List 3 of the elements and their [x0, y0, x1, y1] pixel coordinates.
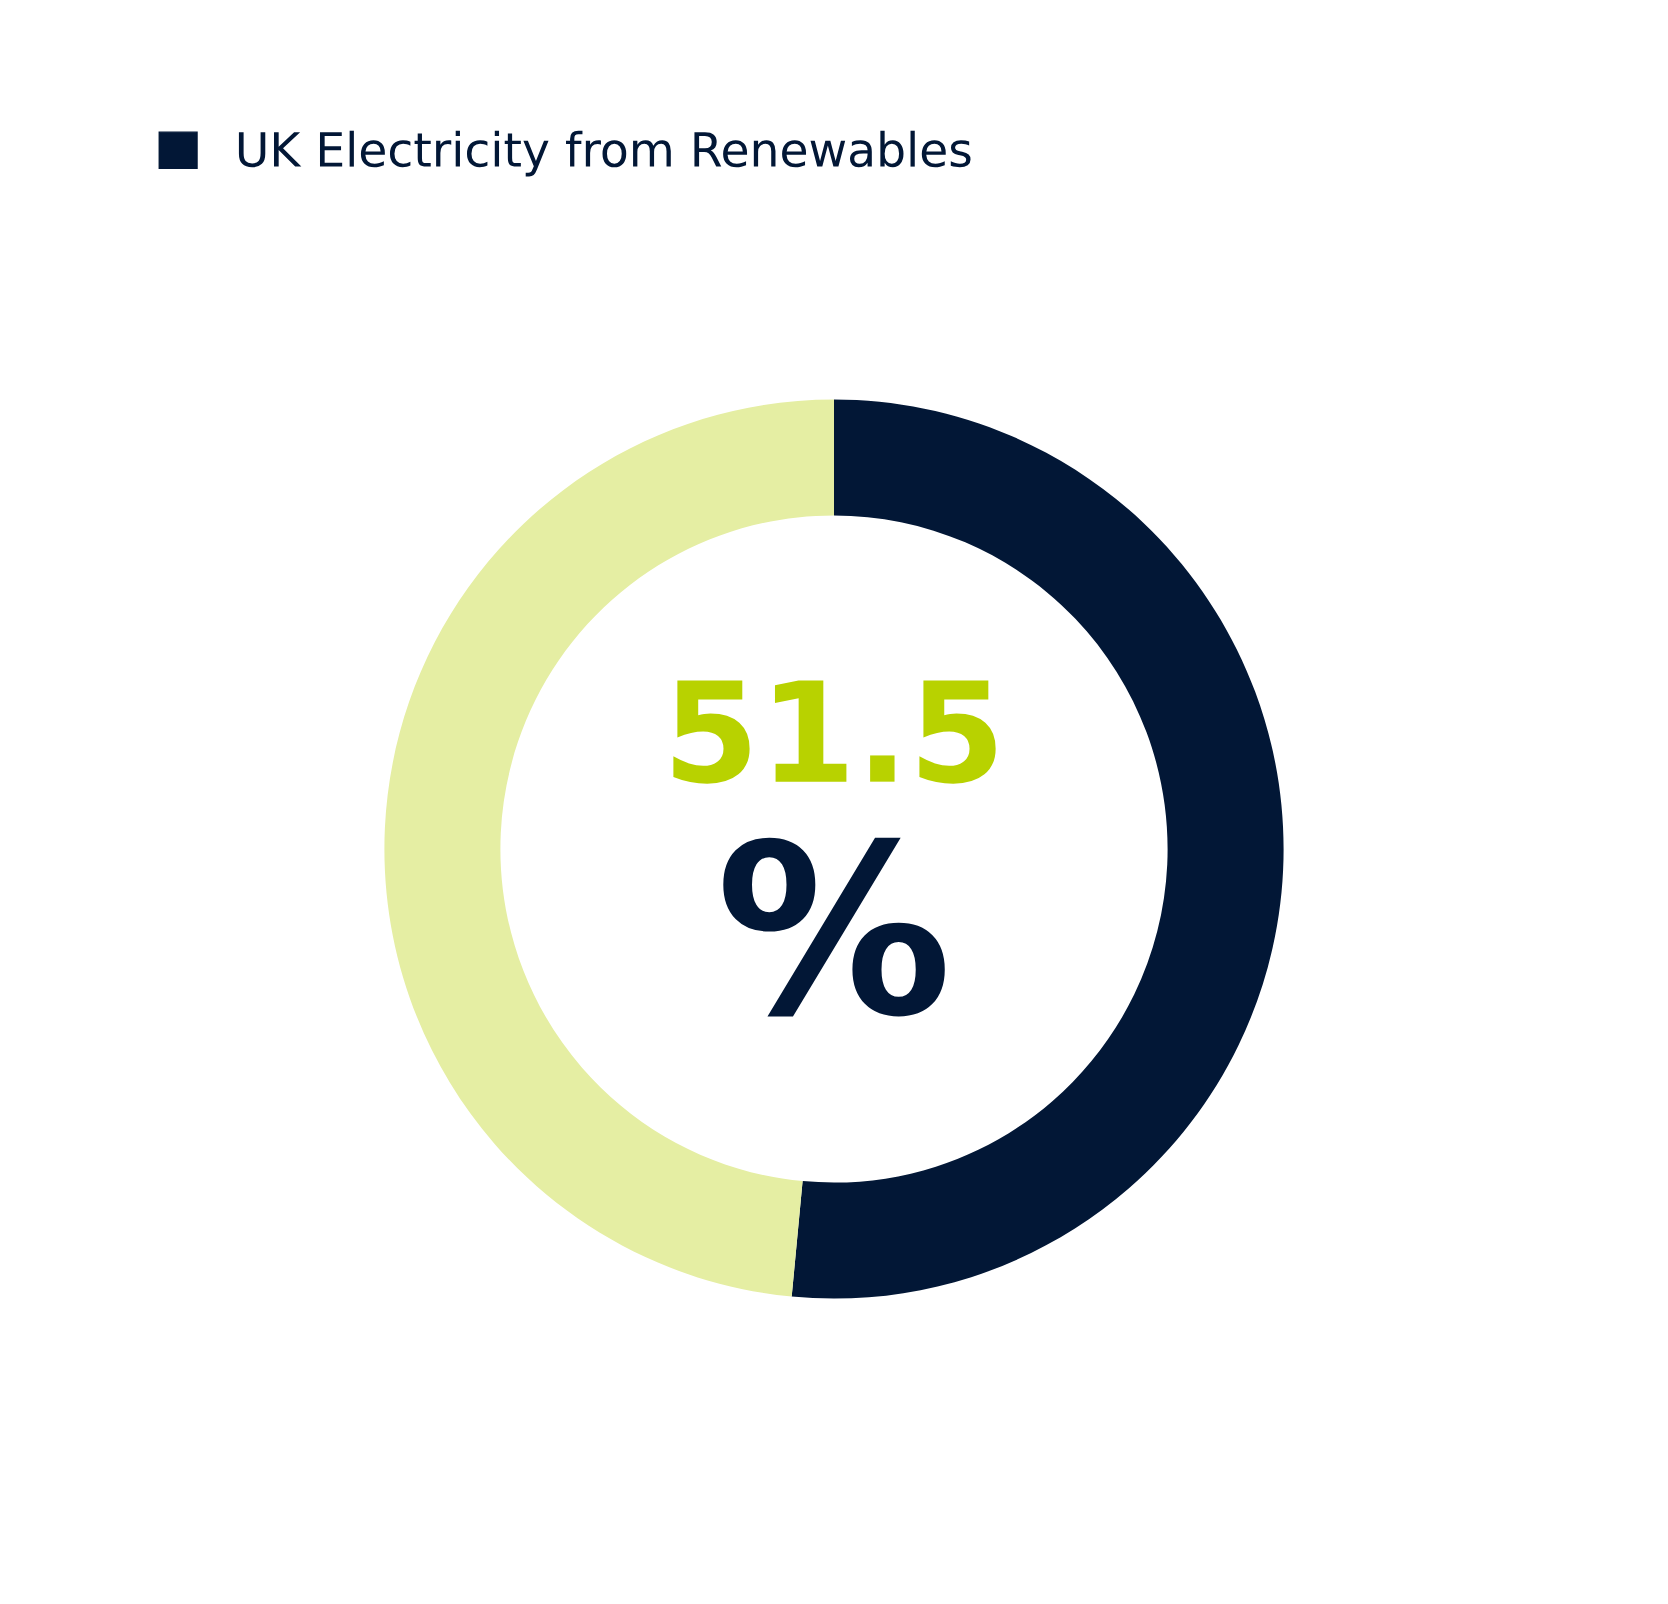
data-label: 51.5	[673, 680, 996, 784]
text: %	[723, 837, 945, 1017]
legend-label: UK Electricity from Renewables	[238, 130, 971, 177]
